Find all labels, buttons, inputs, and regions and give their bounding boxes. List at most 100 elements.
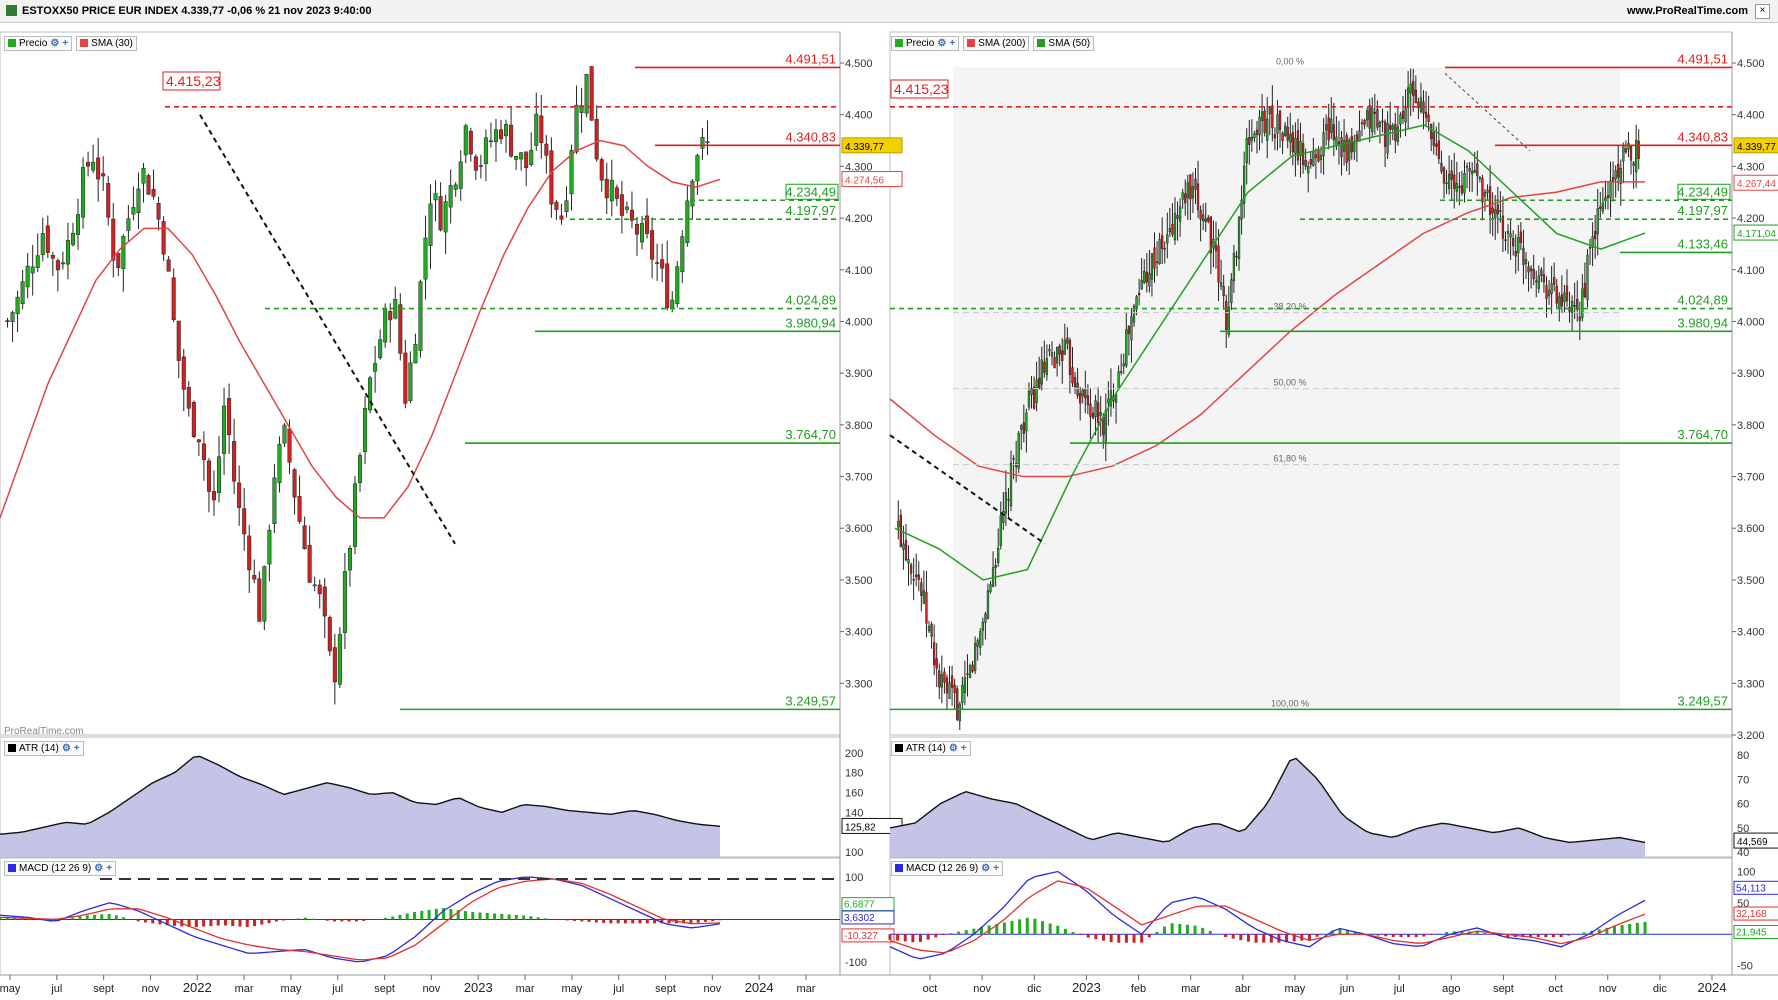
candle-body bbox=[1509, 233, 1512, 238]
close-icon[interactable]: × bbox=[1755, 4, 1770, 19]
legend-atr[interactable]: ATR (14) ⚙ + bbox=[4, 740, 84, 756]
left-macd-hist-bar bbox=[602, 919, 606, 923]
left-macd-hist-bar bbox=[631, 919, 635, 924]
candle-body bbox=[1025, 412, 1028, 432]
legend-sma200[interactable]: SMA (200) bbox=[963, 35, 1030, 51]
candle-body bbox=[1248, 137, 1251, 145]
left-x-tick-label: nov bbox=[142, 983, 160, 995]
legend-sma50[interactable]: SMA (50) bbox=[1033, 35, 1095, 51]
candle-body bbox=[1127, 326, 1131, 335]
candle-body bbox=[1327, 117, 1330, 141]
left-macd-hist-bar bbox=[165, 919, 169, 926]
left-macd-hist-bar bbox=[13, 918, 17, 920]
candle-body bbox=[1055, 346, 1059, 364]
plus-icon[interactable]: + bbox=[993, 862, 1000, 874]
candle-body bbox=[1435, 143, 1438, 147]
wrench-icon[interactable]: ⚙ bbox=[937, 37, 947, 49]
right-x-tick-label: dic bbox=[1653, 983, 1668, 995]
app-logo-icon bbox=[6, 5, 17, 16]
legend-precio[interactable]: Precio ⚙ + bbox=[4, 35, 73, 51]
wrench-icon[interactable]: ⚙ bbox=[50, 37, 60, 49]
candle-body bbox=[448, 185, 453, 208]
left-x-tick-label: 2023 bbox=[464, 980, 493, 995]
wrench-icon[interactable]: ⚙ bbox=[94, 862, 104, 874]
plus-icon[interactable]: + bbox=[949, 37, 956, 49]
candle-body bbox=[1307, 165, 1310, 174]
left-macd-hist-bar bbox=[500, 913, 504, 920]
candle-body bbox=[1373, 111, 1376, 114]
candle-body bbox=[1002, 511, 1005, 524]
left-macd-hist-bar bbox=[405, 913, 409, 920]
candle-body bbox=[1453, 174, 1456, 189]
candle-body bbox=[1189, 174, 1192, 200]
legend-label: MACD (12 26 9) bbox=[19, 862, 92, 874]
candle-body bbox=[1627, 142, 1630, 150]
legend-macd[interactable]: MACD (12 26 9) ⚙ + bbox=[891, 860, 1004, 876]
candle-body bbox=[1209, 216, 1213, 254]
legend-precio[interactable]: Precio ⚙ + bbox=[891, 35, 960, 51]
right-macd-hist-bar bbox=[888, 934, 892, 940]
legend-sma30[interactable]: SMA (30) bbox=[76, 35, 137, 51]
candle-body bbox=[1540, 269, 1543, 276]
candle-body bbox=[1181, 192, 1184, 200]
plus-icon[interactable]: + bbox=[73, 742, 80, 754]
candle-body bbox=[1053, 357, 1056, 368]
candle-body bbox=[1071, 367, 1074, 384]
left-macd-hist-bar bbox=[573, 919, 577, 921]
legend-swatch bbox=[895, 744, 903, 752]
candle-body bbox=[1355, 134, 1359, 142]
plus-icon[interactable]: + bbox=[960, 742, 967, 754]
candle-body bbox=[604, 178, 609, 199]
left-macd-badge: 6,6877 bbox=[844, 900, 875, 911]
left-macd-hist-bar bbox=[311, 918, 315, 920]
right-y-tick-label: 3.500 bbox=[1737, 575, 1765, 587]
wrench-icon[interactable]: ⚙ bbox=[61, 742, 71, 754]
candle-body bbox=[1166, 234, 1169, 244]
candle-body bbox=[242, 508, 247, 535]
candle-body bbox=[252, 575, 257, 580]
left-macd-hist-bar bbox=[151, 919, 155, 924]
right-macd-badge-box bbox=[1733, 880, 1778, 895]
wrench-icon[interactable]: ⚙ bbox=[981, 862, 991, 874]
left-macd-hist-bar bbox=[653, 919, 657, 924]
right-macd-hist-bar bbox=[1079, 934, 1083, 936]
left-macd-hist-bar bbox=[456, 910, 460, 920]
site-link[interactable]: www.ProRealTime.com bbox=[1626, 5, 1748, 17]
right-atr-badge: 44,569 bbox=[1737, 837, 1768, 848]
right-y-tick-label: 3.200 bbox=[1737, 730, 1765, 742]
candle-body bbox=[337, 634, 342, 685]
right-y-tick-label: 4.200 bbox=[1737, 213, 1765, 225]
candle-body bbox=[363, 407, 368, 452]
candle-body bbox=[922, 590, 926, 604]
candle-body bbox=[1296, 130, 1300, 161]
candle-body bbox=[121, 236, 126, 269]
left-macd-hist-bar bbox=[594, 919, 598, 923]
left-macd-hist-bar bbox=[238, 919, 242, 927]
plus-icon[interactable]: + bbox=[62, 37, 69, 49]
level-label: 4.340,83 bbox=[1677, 129, 1728, 144]
right-macd-hist-bar bbox=[1483, 932, 1487, 935]
right-macd-hist-bar bbox=[1231, 934, 1235, 939]
level-label: 3.980,94 bbox=[785, 315, 836, 330]
legend-macd[interactable]: MACD (12 26 9) ⚙ + bbox=[4, 860, 117, 876]
candle-body bbox=[930, 623, 933, 637]
right-macd-hist-bar bbox=[1399, 934, 1403, 938]
candle-body bbox=[488, 140, 493, 142]
fib-label: 38,20 % bbox=[1273, 302, 1306, 312]
right-atr-legend: ATR (14) ⚙ + bbox=[891, 740, 971, 756]
candle-body bbox=[1109, 390, 1113, 407]
legend-atr[interactable]: ATR (14) ⚙ + bbox=[891, 740, 971, 756]
left-macd-hist-bar bbox=[347, 919, 351, 922]
fib-label: 61,80 % bbox=[1273, 454, 1306, 464]
candle-body bbox=[1468, 168, 1471, 172]
candle-body bbox=[1153, 247, 1156, 269]
right-macd-hist-bar bbox=[896, 934, 900, 941]
right-macd-hist-bar bbox=[957, 931, 961, 935]
candle-body bbox=[1342, 140, 1346, 152]
plus-icon[interactable]: + bbox=[106, 862, 113, 874]
wrench-icon[interactable]: ⚙ bbox=[948, 742, 958, 754]
candle-body bbox=[1007, 498, 1010, 501]
left-macd-hist-bar bbox=[398, 915, 402, 920]
candle-body bbox=[378, 339, 383, 359]
